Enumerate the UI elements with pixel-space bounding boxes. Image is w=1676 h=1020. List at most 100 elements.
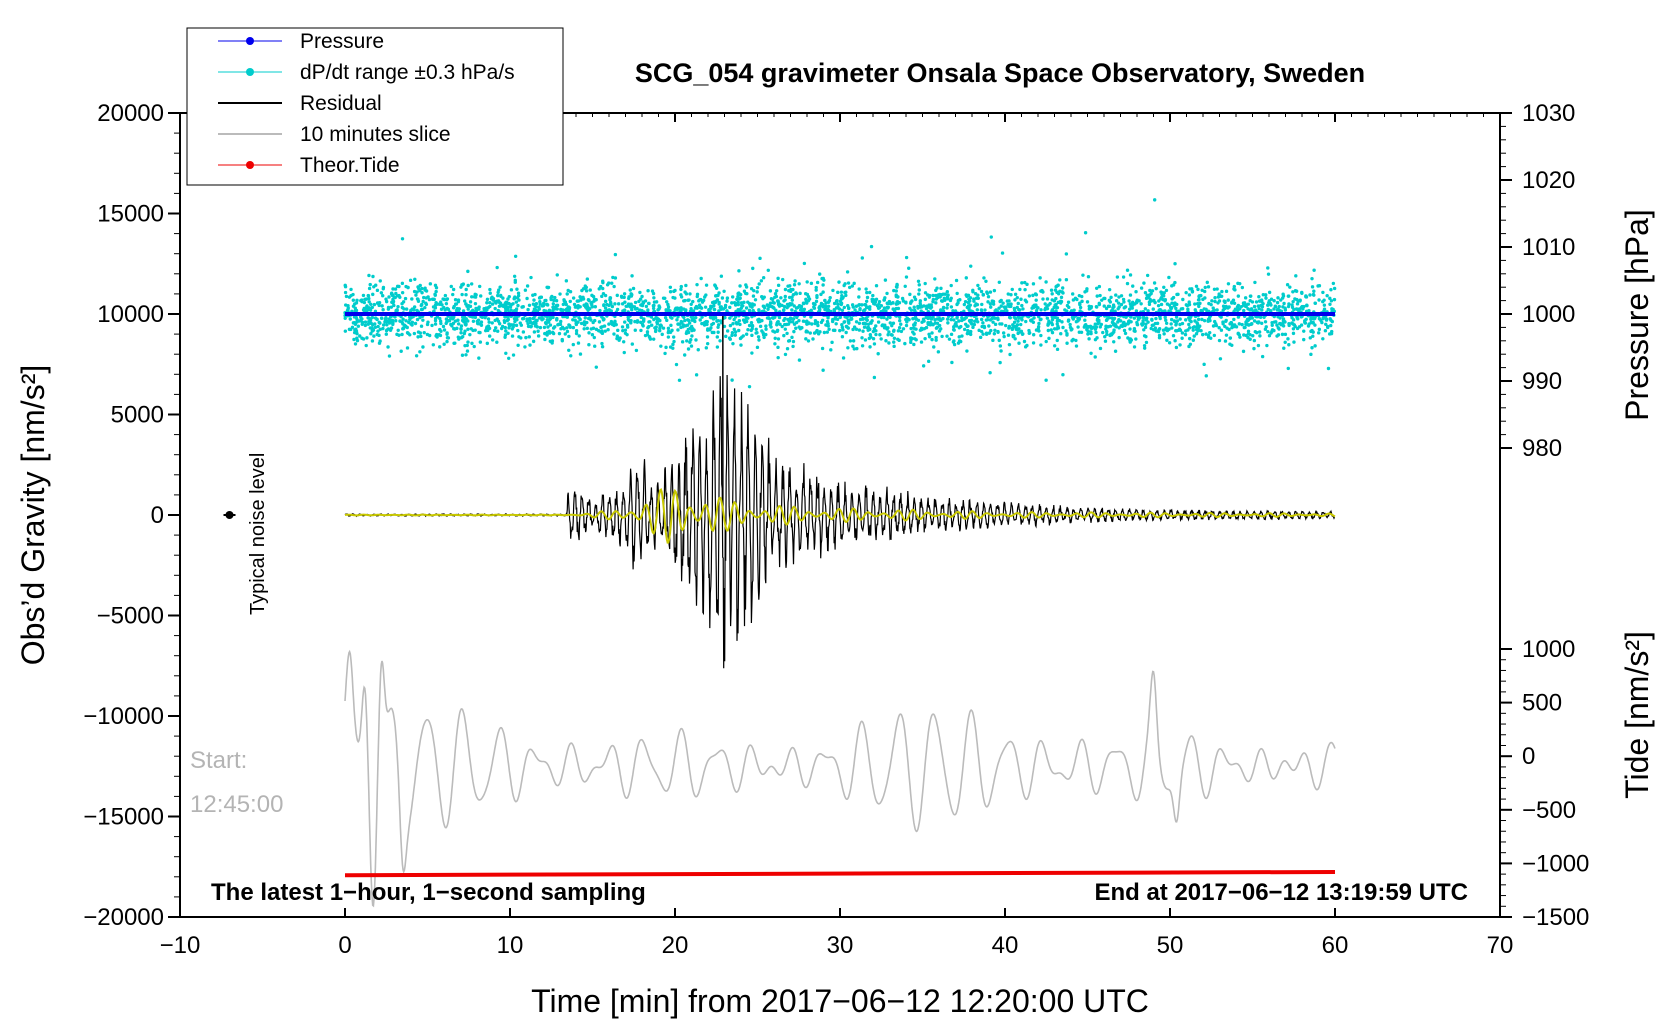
dpdt-point bbox=[1064, 278, 1069, 282]
dpdt-point bbox=[876, 352, 880, 356]
dpdt-point bbox=[802, 301, 806, 306]
dpdt-point bbox=[504, 329, 508, 333]
dpdt-point bbox=[682, 353, 687, 357]
dpdt-point bbox=[1121, 297, 1126, 302]
dpdt-point bbox=[360, 299, 364, 304]
dpdt-point bbox=[391, 301, 395, 305]
dpdt-point bbox=[957, 319, 961, 323]
dpdt-point bbox=[1260, 321, 1264, 325]
dpdt-point bbox=[733, 333, 737, 337]
dpdt-point bbox=[658, 326, 662, 331]
dpdt-point bbox=[1215, 308, 1219, 312]
dpdt-point bbox=[840, 308, 845, 312]
dpdt-point bbox=[366, 322, 370, 326]
dpdt-point bbox=[654, 316, 658, 320]
dpdt-point bbox=[1216, 301, 1220, 305]
dpdt-point bbox=[663, 351, 667, 356]
dpdt-point bbox=[1012, 320, 1017, 324]
dpdt-point bbox=[939, 308, 943, 312]
dpdt-point bbox=[389, 305, 394, 309]
dpdt-point bbox=[689, 302, 693, 306]
dpdt-point bbox=[1287, 343, 1291, 347]
dpdt-point bbox=[1207, 301, 1211, 306]
dpdt-point bbox=[1198, 324, 1202, 328]
dpdt-point bbox=[689, 324, 694, 329]
dpdt-point bbox=[1283, 306, 1287, 310]
dpdt-point bbox=[948, 298, 953, 303]
dpdt-point bbox=[738, 284, 742, 288]
dpdt-point bbox=[587, 343, 591, 347]
dpdt-point bbox=[1281, 294, 1286, 298]
dpdt-point bbox=[1065, 341, 1069, 345]
dpdt-point bbox=[1218, 357, 1223, 361]
dpdt-point bbox=[762, 335, 766, 340]
dpdt-point bbox=[993, 309, 997, 313]
dpdt-point bbox=[1112, 322, 1116, 326]
dpdt-point bbox=[513, 254, 518, 258]
dpdt-point bbox=[914, 327, 918, 331]
dpdt-point bbox=[693, 316, 697, 320]
dpdt-point bbox=[360, 320, 365, 325]
dpdt-point bbox=[1169, 322, 1173, 326]
dpdt-point bbox=[704, 283, 709, 287]
dpdt-point bbox=[780, 324, 784, 329]
tide-tick-label: −1500 bbox=[1522, 904, 1589, 931]
dpdt-point bbox=[1167, 327, 1171, 331]
dpdt-point bbox=[717, 291, 721, 295]
dpdt-point bbox=[970, 322, 974, 326]
dpdt-point bbox=[630, 308, 634, 312]
noise-marker bbox=[225, 511, 234, 519]
dpdt-point bbox=[934, 335, 938, 340]
dpdt-point bbox=[850, 303, 855, 307]
dpdt-point bbox=[664, 345, 668, 350]
dpdt-point bbox=[891, 329, 896, 333]
dpdt-point bbox=[909, 308, 914, 312]
dpdt-point bbox=[491, 296, 496, 301]
dpdt-point bbox=[996, 330, 1000, 334]
dpdt-point bbox=[498, 285, 502, 289]
dpdt-point bbox=[903, 284, 907, 289]
dpdt-point bbox=[1246, 332, 1251, 336]
dpdt-point bbox=[603, 306, 608, 310]
dpdt-point bbox=[654, 328, 658, 332]
dpdt-point bbox=[987, 331, 992, 335]
dpdt-point bbox=[872, 375, 877, 380]
dpdt-point bbox=[974, 302, 978, 306]
dpdt-point bbox=[1198, 301, 1202, 306]
dpdt-point bbox=[462, 315, 467, 319]
dpdt-point bbox=[607, 322, 611, 326]
dpdt-point bbox=[655, 320, 659, 324]
dpdt-point bbox=[550, 341, 554, 345]
dpdt-point bbox=[1159, 302, 1164, 307]
dpdt-point bbox=[960, 315, 964, 320]
dpdt-point bbox=[1155, 321, 1160, 326]
dpdt-point bbox=[1144, 317, 1149, 321]
dpdt-point bbox=[1178, 343, 1182, 347]
dpdt-point bbox=[495, 340, 499, 344]
dpdt-point bbox=[1221, 322, 1225, 326]
dpdt-point bbox=[567, 348, 571, 352]
dpdt-point bbox=[1171, 283, 1176, 287]
dpdt-point bbox=[898, 318, 902, 323]
dpdt-point bbox=[642, 317, 646, 321]
dpdt-point bbox=[571, 325, 576, 330]
dpdt-point bbox=[375, 288, 380, 293]
dpdt-point bbox=[927, 332, 931, 336]
dpdt-point bbox=[1038, 318, 1042, 322]
dpdt-point bbox=[372, 302, 377, 307]
dpdt-point bbox=[852, 281, 856, 286]
dpdt-point bbox=[495, 329, 500, 333]
dpdt-point bbox=[1187, 336, 1192, 341]
dpdt-point bbox=[578, 352, 583, 356]
dpdt-point bbox=[511, 302, 515, 306]
dpdt-point bbox=[1017, 316, 1021, 320]
dpdt-point bbox=[545, 333, 549, 337]
dpdt-point bbox=[1321, 299, 1325, 304]
dpdt-point bbox=[901, 327, 906, 331]
dpdt-point bbox=[966, 328, 970, 333]
dpdt-point bbox=[968, 296, 973, 300]
dpdt-point bbox=[986, 295, 991, 299]
dpdt-point bbox=[423, 305, 427, 310]
dpdt-point bbox=[996, 316, 1000, 320]
dpdt-point bbox=[890, 333, 894, 337]
